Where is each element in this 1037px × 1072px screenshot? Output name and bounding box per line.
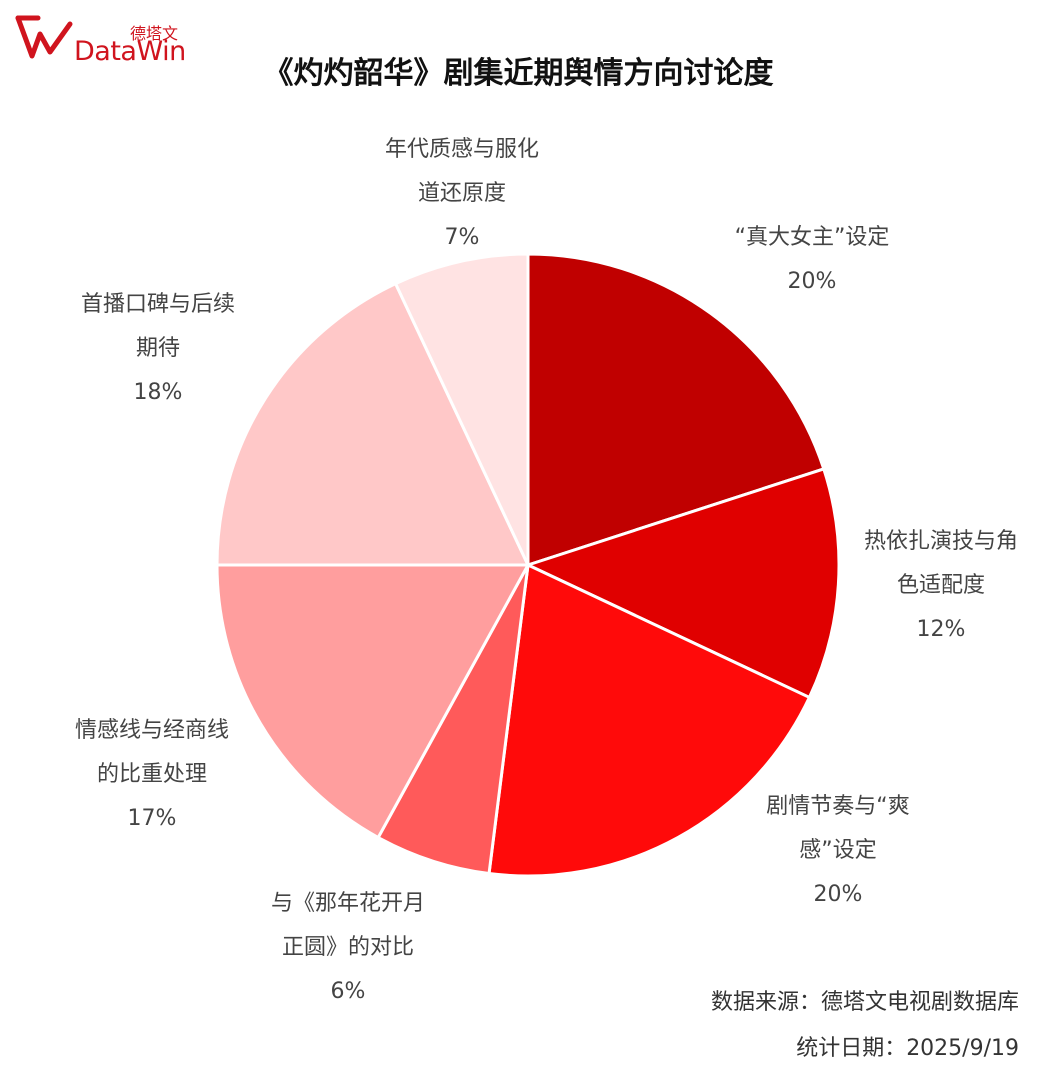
slice-7-category-label: 年代质感与服化 — [385, 137, 539, 162]
pie-slices — [215, 252, 841, 878]
slice-5-value-label: 17% — [128, 806, 177, 831]
pie-slice-6 — [215, 281, 531, 567]
slice-3-value-label: 20% — [814, 882, 863, 907]
slice-4-value-label: 6% — [331, 979, 366, 1004]
slice-2-value-label: 12% — [917, 617, 966, 642]
slice-6-value-label: 18% — [134, 380, 183, 405]
pie-slice-1 — [526, 252, 826, 568]
pie-slice-3 — [487, 562, 812, 878]
slice-1-value-label: 20% — [788, 269, 837, 294]
footer: 数据来源：德塔文电视剧数据库 统计日期：2025/9/19 — [711, 980, 1019, 1072]
logo-en-text: DataWin — [74, 36, 186, 67]
slice-4-category-label: 与《那年花开月 — [271, 891, 425, 916]
slice-2-category-label: 热依扎演技与角 — [864, 529, 1018, 554]
slice-4-category-label: 正圆》的对比 — [282, 935, 414, 960]
slice-6-category-label: 期待 — [136, 336, 180, 361]
pie-slice-2 — [523, 467, 841, 700]
slice-7-value-label: 7% — [445, 225, 480, 250]
data-source-text: 数据来源：德塔文电视剧数据库 — [710, 990, 1019, 1015]
slice-6-category-label: 首播口碑与后续 — [81, 292, 235, 317]
datawin-logo-mark-icon — [15, 15, 73, 59]
pie-slice-7 — [393, 252, 530, 566]
stat-date-text: 统计日期：2025/9/19 — [796, 1036, 1019, 1061]
pie-slice-5 — [215, 563, 531, 840]
slice-1-category-label: “真大女主”设定 — [735, 225, 890, 250]
slice-7-category-label: 道还原度 — [418, 181, 506, 206]
slice-5-category-label: 的比重处理 — [97, 762, 207, 787]
slice-3-category-label: 感”设定 — [799, 838, 876, 863]
slice-2-category-label: 色适配度 — [897, 573, 985, 598]
chart-title: 《灼灼韶华》剧集近期舆情方向讨论度 — [263, 56, 774, 91]
slice-5-category-label: 情感线与经商线 — [75, 718, 229, 743]
slice-3-category-label: 剧情节奏与“爽 — [766, 794, 909, 819]
datawin-logo: 德塔文 DataWin — [14, 12, 186, 72]
logo-cn-text: 德塔文 — [130, 24, 179, 43]
